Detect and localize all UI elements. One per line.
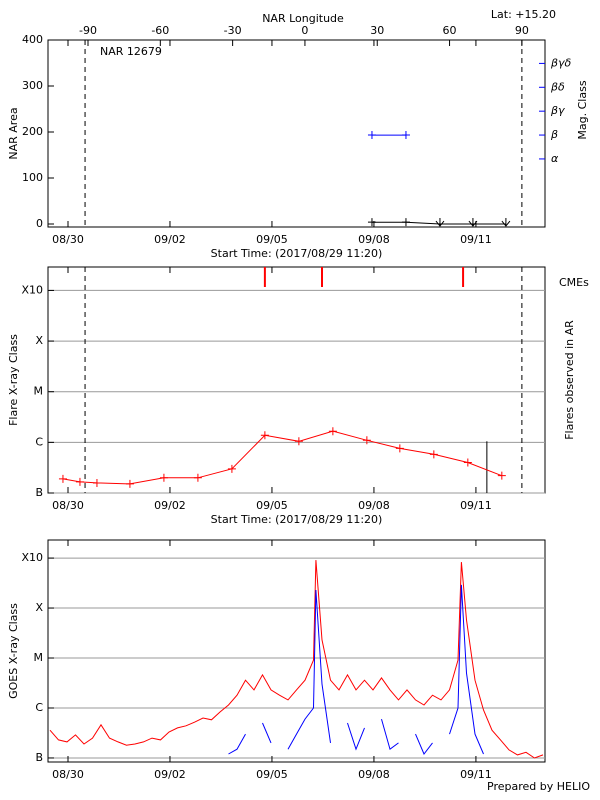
plot-frame [47,39,546,228]
x2-tick-label: -90 [79,24,97,37]
series-line [228,584,484,755]
y-tick-label: C [35,435,43,448]
x2-tick-label: 0 [301,24,308,37]
x-tick-label: 09/05 [256,768,288,781]
x-tick-label: 09/11 [460,233,492,246]
y-axis-label: Flare X-ray Class [7,334,20,426]
data-point [125,479,134,488]
x2-tick-label: 60 [443,24,457,37]
y-tick-label: 0 [36,217,43,230]
x-axis-label: Start Time: (2017/08/29 11:20) [211,247,383,260]
y-tick-label: B [35,751,43,764]
y-tick-label: 300 [22,79,43,92]
plot-frame [47,266,546,494]
y2-axis-label: Flares observed in AR [563,320,576,440]
x-axis-label: Start Time: (2017/08/29 11:20) [211,513,383,526]
cme-label: CMEs [559,276,589,289]
y-axis-label: NAR Area [7,107,20,159]
y-tick-label: M [34,385,44,398]
x-tick-label: 08/30 [52,768,84,781]
data-point [401,218,410,227]
data-point [401,131,410,140]
x2-tick-label: 90 [515,24,529,37]
data-point [75,477,84,486]
region-label: NAR 12679 [100,45,162,58]
data-point [463,458,472,467]
y-tick-label: M [34,651,44,664]
data-point [429,450,438,459]
data-point [328,427,337,436]
y-tick-label: 400 [22,33,43,46]
y-tick-label: X [35,601,43,614]
x-tick-label: 08/30 [52,233,84,246]
y-tick-label: X10 [21,551,43,564]
data-point [159,473,168,482]
y2-tick-label: βδ [550,80,565,93]
y-tick-label: B [35,486,43,499]
x-tick-label: 09/02 [154,768,186,781]
y-axis-label: GOES X-ray Class [7,603,20,699]
y-tick-label: X10 [21,283,43,296]
x-tick-label: 09/02 [154,499,186,512]
data-point [260,431,269,440]
x-tick-label: 09/08 [358,768,390,781]
x-tick-label: 08/30 [52,499,84,512]
series-line [49,560,544,759]
series-line [62,430,502,485]
x-tick-label: 09/11 [460,499,492,512]
plot-frame [47,539,546,763]
x2-tick-label: -60 [151,24,169,37]
data-point [367,218,376,227]
data-point [497,471,506,480]
y-tick-label: C [35,701,43,714]
data-point [501,218,511,227]
y2-tick-label: β [550,128,558,141]
y2-tick-label: βγ [550,104,565,117]
data-point [58,474,67,483]
data-point [468,218,478,227]
data-point [435,218,445,227]
y-tick-label: 200 [22,125,43,138]
x-tick-label: 09/02 [154,233,186,246]
data-point [367,131,376,140]
y2-tick-label: βγδ [550,56,572,69]
x-tick-label: 09/08 [358,233,390,246]
data-point [193,473,202,482]
footer: Prepared by HELIO [487,780,590,793]
x-tick-label: 09/08 [358,499,390,512]
data-point [362,436,371,445]
x2-tick-label: -30 [224,24,242,37]
data-point [227,464,236,473]
x-tick-label: 09/11 [460,768,492,781]
x-tick-label: 09/05 [256,499,288,512]
y-tick-label: X [35,334,43,347]
y-tick-label: 100 [22,171,43,184]
data-point [395,444,404,453]
data-point [92,478,101,487]
y2-axis-label: Mag. Class [576,80,589,139]
latitude-label: Lat: +15.20 [491,8,556,21]
data-point [294,437,303,446]
x-tick-label: 09/05 [256,233,288,246]
series-line [372,221,506,225]
y2-tick-label: α [551,152,559,165]
x2-axis-label: NAR Longitude [262,12,344,25]
x2-tick-label: 30 [370,24,384,37]
